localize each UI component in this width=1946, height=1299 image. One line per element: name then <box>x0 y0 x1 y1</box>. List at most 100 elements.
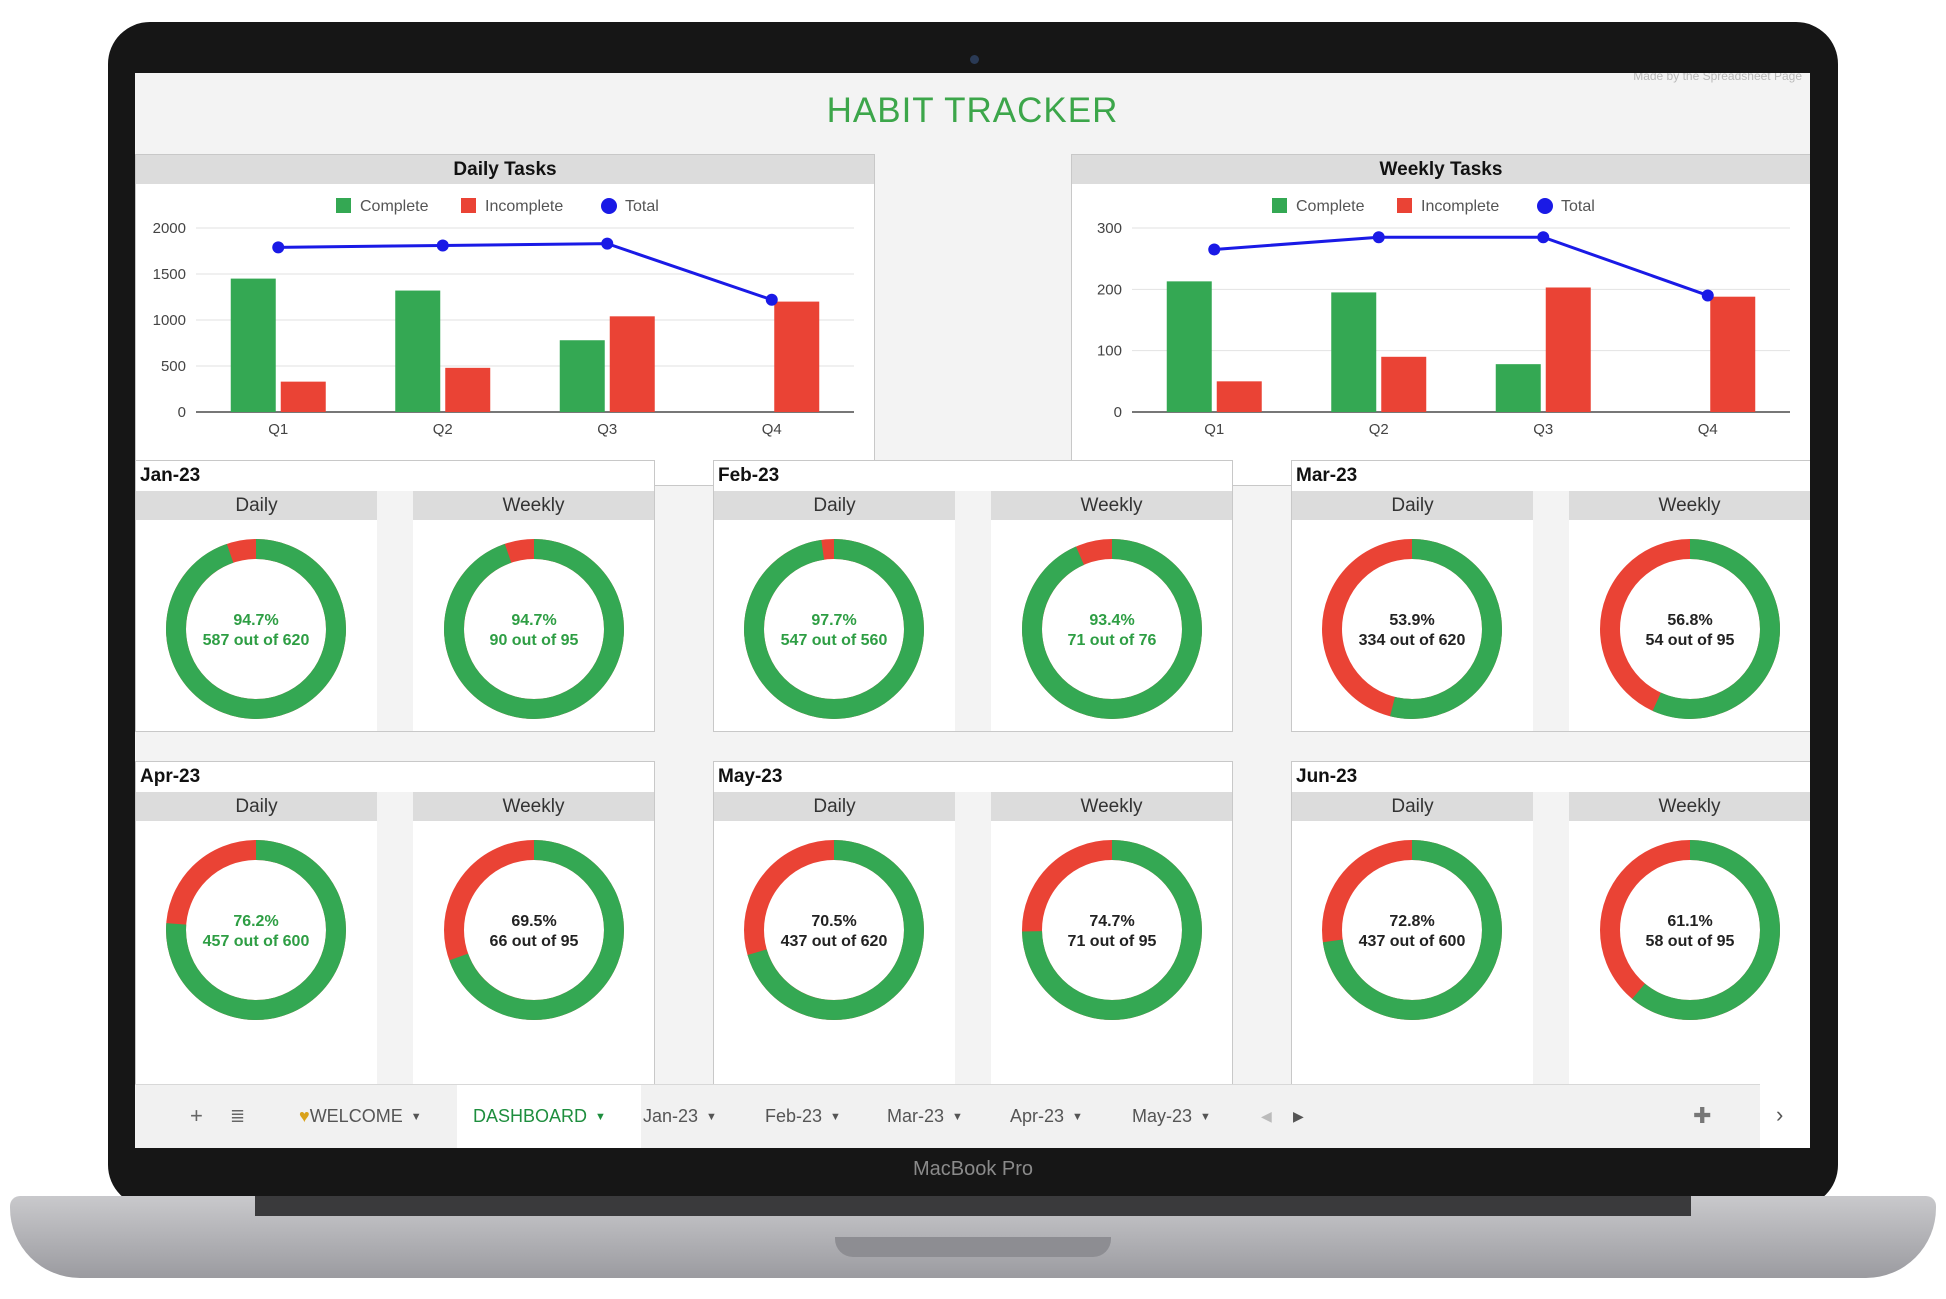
explore-icon[interactable]: ✚ <box>1693 1103 1712 1128</box>
side-panel-toggle[interactable]: › <box>1760 1084 1810 1148</box>
donut-chart <box>744 840 924 1020</box>
daily-donut[interactable]: 97.7% 547 out of 560 <box>744 539 924 719</box>
month-title: Jun-23 <box>1296 766 1358 787</box>
tab-apr-23[interactable]: Apr-23 ▼ <box>1010 1085 1110 1148</box>
x-tick-label: Q2 <box>433 421 453 438</box>
daily-donut[interactable]: 70.5% 437 out of 620 <box>744 840 924 1020</box>
donut-label: 72.8% 437 out of 600 <box>1322 912 1502 952</box>
total-point <box>1208 243 1221 256</box>
chevron-right-icon: › <box>1776 1102 1784 1127</box>
donut-label: 94.7% 90 out of 95 <box>444 611 624 651</box>
chevron-down-icon: ▼ <box>952 1111 963 1124</box>
bar-complete <box>559 340 605 412</box>
scroll-tabs-right-icon[interactable]: ▶ <box>1293 1108 1304 1124</box>
tab-apr-23-label: Apr-23 <box>1010 1106 1065 1126</box>
chevron-down-icon: ▼ <box>830 1111 841 1124</box>
weekly-donut[interactable]: 69.5% 66 out of 95 <box>444 840 624 1020</box>
bar-incomplete <box>445 367 491 412</box>
weekly-sub-header: Weekly <box>413 491 654 520</box>
donut-count: 547 out of 560 <box>780 632 888 649</box>
total-point <box>1701 289 1714 302</box>
camera-icon <box>970 55 979 64</box>
weekly-donut[interactable]: 74.7% 71 out of 95 <box>1022 840 1202 1020</box>
weekly-donut[interactable]: 61.1% 58 out of 95 <box>1600 840 1780 1020</box>
donut-percent: 74.7% <box>1089 913 1135 930</box>
bar-complete <box>1495 364 1541 412</box>
add-sheet-button[interactable]: + <box>190 1103 203 1128</box>
donut-label: 93.4% 71 out of 76 <box>1022 611 1202 651</box>
y-tick-label: 300 <box>1097 220 1122 237</box>
weekly-tasks-chart[interactable]: Weekly Tasks Complete Incomplete Total 0 100… <box>1071 154 1810 486</box>
weekly-donut[interactable]: 93.4% 71 out of 76 <box>1022 539 1202 719</box>
tab-dashboard[interactable]: DASHBOARD ▼ <box>457 1085 641 1148</box>
bar-incomplete <box>280 381 326 412</box>
tab-feb-23[interactable]: Feb-23 ▼ <box>765 1085 865 1148</box>
donut-chart <box>444 539 624 719</box>
daily-sub-header: Daily <box>136 792 377 821</box>
x-tick-label: Q3 <box>1533 421 1553 438</box>
donut-count: 71 out of 76 <box>1067 632 1157 649</box>
scroll-tabs-left-icon[interactable]: ◀ <box>1261 1108 1272 1124</box>
laptop-notch <box>835 1237 1111 1257</box>
donut-label: 70.5% 437 out of 620 <box>744 912 924 952</box>
month-title: Feb-23 <box>718 465 780 486</box>
tab-jan-23-label: Jan-23 <box>643 1106 699 1126</box>
weekly-donut[interactable]: 94.7% 90 out of 95 <box>444 539 624 719</box>
y-tick-label: 200 <box>1097 281 1122 298</box>
donut-percent: 72.8% <box>1389 913 1435 930</box>
daily-donut[interactable]: 94.7% 587 out of 620 <box>166 539 346 719</box>
weekly-donut[interactable]: 56.8% 54 out of 95 <box>1600 539 1780 719</box>
donut-label: 74.7% 71 out of 95 <box>1022 912 1202 952</box>
y-tick-label: 1000 <box>153 312 186 329</box>
donut-chart <box>166 539 346 719</box>
tab-dashboard-label: DASHBOARD <box>473 1106 588 1126</box>
month-title: Mar-23 <box>1296 465 1358 486</box>
y-tick-label: 0 <box>178 404 186 421</box>
sheet-tab-bar: + ≣ ♥WELCOME ▼ DASHBOARD ▼ Jan-23 ▼ Feb-23 ▼… <box>135 1084 1810 1148</box>
daily-donut[interactable]: 53.9% 334 out of 620 <box>1322 539 1502 719</box>
daily-tasks-chart[interactable]: Daily Tasks Complete Incomplete Total 0 500 1… <box>135 154 875 486</box>
daily-donut[interactable]: 76.2% 457 out of 600 <box>166 840 346 1020</box>
month-title: Jan-23 <box>140 465 201 486</box>
donut-label: 56.8% 54 out of 95 <box>1600 611 1780 651</box>
tab-may-23[interactable]: May-23 ▼ <box>1132 1085 1232 1148</box>
daily-sub-header: Daily <box>1292 491 1533 520</box>
donut-percent: 97.7% <box>811 612 857 629</box>
tab-welcome[interactable]: ♥WELCOME ▼ <box>285 1085 449 1148</box>
chevron-down-icon: ▼ <box>706 1111 717 1124</box>
donut-complete-arc <box>1322 840 1502 1020</box>
donut-complete-arc <box>744 840 924 1020</box>
donut-count: 334 out of 620 <box>1358 632 1466 649</box>
month-title: May-23 <box>718 766 783 787</box>
donut-percent: 69.5% <box>511 913 557 930</box>
donut-percent: 94.7% <box>511 612 557 629</box>
bar-incomplete <box>1710 296 1756 412</box>
daily-sub-header: Daily <box>714 792 955 821</box>
tab-mar-23-label: Mar-23 <box>887 1106 945 1126</box>
donut-count: 90 out of 95 <box>489 632 579 649</box>
weekly-tasks-chart-title: Weekly Tasks <box>1072 155 1810 184</box>
all-sheets-menu-icon[interactable]: ≣ <box>230 1106 246 1126</box>
legend-swatch <box>461 198 476 213</box>
legend-swatch <box>1397 198 1412 213</box>
month-panel: Feb-23 Daily Weekly 97.7% 547 out of 560 93.4… <box>713 460 1233 732</box>
total-point <box>1372 231 1385 244</box>
tab-may-23-label: May-23 <box>1132 1106 1193 1126</box>
daily-donut[interactable]: 72.8% 437 out of 600 <box>1322 840 1502 1020</box>
x-tick-label: Q4 <box>1698 421 1718 438</box>
daily-sub-header: Daily <box>136 491 377 520</box>
tab-jan-23[interactable]: Jan-23 ▼ <box>643 1085 743 1148</box>
month-panel: Mar-23 Daily Weekly 53.9% 334 out of 620 56.8… <box>1291 460 1810 732</box>
legend-dot <box>1537 198 1553 214</box>
bar-incomplete <box>1545 287 1591 412</box>
total-point <box>765 293 778 306</box>
tab-mar-23[interactable]: Mar-23 ▼ <box>887 1085 987 1148</box>
donut-chart <box>1022 840 1202 1020</box>
month-panel: Jan-23 Daily Weekly 94.7% 587 out of 620 94.7… <box>135 460 655 732</box>
tab-welcome-label: WELCOME <box>309 1106 403 1126</box>
legend-label: Incomplete <box>485 198 563 215</box>
x-tick-label: Q1 <box>1204 421 1224 438</box>
month-panel: Jun-23 Daily Weekly 72.8% 437 out of 600 61.1… <box>1291 761 1810 1148</box>
total-line <box>1214 235 1709 297</box>
donut-chart <box>1322 840 1502 1020</box>
